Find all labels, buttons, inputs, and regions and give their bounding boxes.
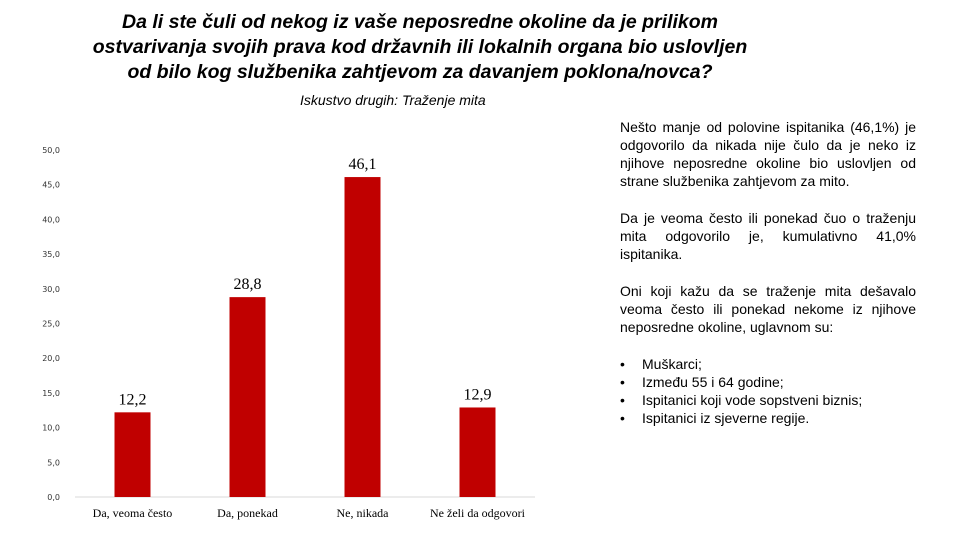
category-label: Ne želi da odgovori [430, 506, 526, 520]
note-paragraph-3: Oni koji kažu da se traženje mita dešava… [620, 283, 916, 335]
note-bullet-list: Muškarci; Između 55 i 64 godine; Ispitan… [620, 355, 916, 427]
bar [114, 412, 151, 497]
bar [229, 297, 266, 497]
bar-chart: 0,0 5,0 10,0 15,0 20,0 25,0 30,0 35,0 40,0 45,0 50… [42, 146, 535, 520]
bar [344, 177, 381, 497]
y-tick-label: 40,0 [42, 215, 60, 224]
bars [114, 177, 496, 497]
bar [459, 407, 496, 497]
data-labels: 12,2 28,8 46,1 12,9 [119, 156, 492, 408]
y-tick-label: 20,0 [42, 354, 60, 363]
y-axis-ticks: 0,0 5,0 10,0 15,0 20,0 25,0 30,0 35,0 40,0 45,0 50… [42, 146, 60, 502]
note-bullet: Ispitanici iz sjeverne regije. [620, 409, 916, 427]
y-tick-label: 45,0 [42, 181, 60, 190]
title-line-2: ostvarivanja svojih prava kod državnih i… [92, 36, 748, 58]
title-line-1: Da li ste čuli od nekog iz vaše neposred… [122, 11, 718, 33]
data-label: 28,8 [234, 276, 262, 293]
note-paragraph-1: Nešto manje od polovine ispitanika (46,1… [620, 119, 916, 189]
y-tick-label: 0,0 [47, 493, 60, 502]
y-tick-label: 5,0 [47, 458, 60, 467]
notes-panel: Nešto manje od polovine ispitanika (46,1… [620, 118, 916, 427]
category-label: Da, ponekad [217, 506, 278, 520]
note-bullet: Ispitanici koji vode sopstveni biznis; [620, 391, 916, 409]
category-label: Da, veoma često [93, 506, 173, 520]
category-label: Ne, nikada [337, 506, 390, 520]
note-bullet: Između 55 i 64 godine; [620, 373, 916, 391]
data-label: 46,1 [349, 156, 377, 173]
title-line-3: od bilo kog službenika zahtjevom za dava… [127, 61, 713, 83]
y-tick-label: 50,0 [42, 146, 60, 155]
data-label: 12,9 [464, 386, 492, 403]
y-tick-label: 10,0 [42, 424, 60, 433]
note-paragraph-2: Da je veoma često ili ponekad čuo o traž… [620, 210, 916, 262]
data-label: 12,2 [119, 391, 147, 408]
slide-title: Da li ste čuli od nekog iz vaše neposred… [30, 10, 810, 85]
category-labels: Da, veoma često Da, ponekad Ne, nikada Ne ž… [93, 506, 526, 520]
y-tick-label: 25,0 [42, 320, 60, 329]
note-bullet: Muškarci; [620, 355, 916, 373]
y-tick-label: 30,0 [42, 285, 60, 294]
y-tick-label: 35,0 [42, 250, 60, 259]
y-tick-label: 15,0 [42, 389, 60, 398]
chart-title: Iskustvo drugih: Traženje mita [300, 92, 486, 108]
